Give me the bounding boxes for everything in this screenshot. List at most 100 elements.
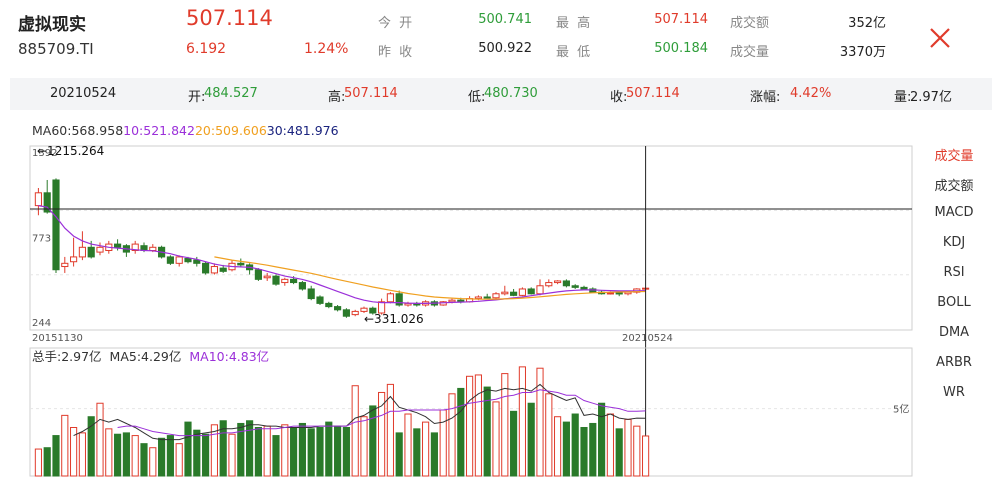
volume-ma10-line [117, 389, 646, 437]
volume-bar [96, 402, 104, 477]
ohlc-date: 20210524 [50, 86, 117, 101]
volume-bar [166, 435, 174, 477]
volume-bar [624, 418, 632, 477]
ohlc-open-label: 开: [188, 90, 206, 105]
volume-bar [281, 424, 289, 477]
volume-bar [131, 435, 139, 477]
volume-bar [492, 401, 500, 477]
volume-bar [386, 383, 394, 477]
volume-bar [404, 413, 412, 477]
candle-body [70, 256, 78, 263]
volume-bar [272, 435, 280, 477]
volume-bar [105, 428, 113, 477]
stat-value-low: 500.184 [654, 41, 708, 56]
stat-value-open: 500.741 [478, 12, 532, 27]
candle-body [606, 292, 614, 295]
tab-macd[interactable]: MACD [934, 205, 974, 220]
volume-axis-label: 5亿 [893, 403, 909, 416]
candle-body [518, 288, 526, 296]
price-panel: 1392 773 244 20151130 20210524 ←1215.264 ←331.… [29, 144, 913, 476]
tab-rsi[interactable]: RSI [943, 265, 965, 280]
candle-body [527, 288, 535, 295]
current-price: 507.114 [186, 6, 273, 30]
volume-bar [589, 422, 597, 477]
volume-bar [378, 391, 386, 477]
volume-bar [562, 421, 570, 477]
volume-bar [140, 443, 148, 477]
volume-bar [334, 425, 342, 477]
volume-bar [70, 426, 78, 477]
stat-label-amount: 成交额 [730, 16, 770, 31]
volume-ma5-line [73, 383, 646, 441]
volume-bar [246, 420, 254, 477]
ma-line-ma20 [214, 256, 646, 300]
stat-value-prev-close: 500.922 [478, 41, 532, 56]
ohlc-low: 480.730 [484, 86, 538, 101]
volume-bar [360, 416, 368, 477]
index-name: 虚拟现实 [18, 15, 86, 35]
volume-bar [158, 437, 166, 477]
candle-body [210, 266, 218, 274]
candle-body [342, 309, 350, 317]
candle-body [325, 302, 333, 308]
min-marker: ←331.026 [364, 312, 424, 326]
candle-body [536, 285, 544, 295]
candle-body [307, 288, 315, 300]
vol-ma5-label: MA5:4.29亿 [109, 349, 182, 364]
volume-bar [202, 433, 210, 477]
volume-bar [78, 432, 86, 477]
volume-bar [263, 425, 271, 477]
volume-bar [307, 428, 315, 477]
tab-arbr[interactable]: ARBR [936, 355, 972, 370]
volume-bar [43, 447, 51, 477]
ohlc-open: 484.527 [204, 86, 258, 101]
volume-bar [571, 413, 579, 477]
volume-legend: 总手:2.97亿 MA5:4.29亿 MA10:4.83亿 [32, 346, 269, 365]
tab-amount[interactable]: 成交额 [934, 179, 974, 194]
ma10-label: 10:521.842 [123, 123, 195, 138]
volume-bar [228, 433, 236, 477]
candle-body [78, 246, 86, 258]
tab-dma[interactable]: DMA [938, 325, 970, 340]
candle-body [360, 307, 368, 312]
volume-bar [193, 429, 201, 477]
volume-bar [527, 402, 535, 477]
volume-bar [430, 432, 438, 477]
price-change: 6.192 [186, 41, 227, 57]
candle-body [131, 243, 139, 252]
candle-body [395, 293, 403, 306]
ohlc-info-bar: 20210524 开: 484.527 高: 507.114 低: 480.73… [10, 78, 992, 110]
tab-wr[interactable]: WR [943, 385, 965, 400]
stat-label-low: 最 低 [556, 45, 593, 60]
candle-body [254, 269, 262, 280]
ma60-label: MA60:568.958 [32, 123, 124, 138]
price-change-pct: 1.24% [304, 41, 349, 57]
ma-legend: MA60:568.95810:521.84220:509.60630:481.9… [32, 123, 339, 138]
ohlc-low-label: 低: [468, 90, 486, 105]
tab-volume[interactable]: 成交量 [934, 149, 974, 164]
volume-bar [615, 428, 623, 477]
volume-bar [457, 387, 465, 477]
volume-bar [237, 422, 245, 477]
volume-bar [466, 375, 474, 477]
ma20-label: 20:509.606 [194, 123, 267, 138]
candle-body [193, 259, 201, 264]
candle-body [219, 267, 227, 272]
close-icon[interactable] [928, 26, 952, 50]
ohlc-close-label: 收: [610, 90, 628, 105]
volume-bar [606, 413, 614, 477]
volume-bar [149, 447, 157, 477]
candle-body [96, 246, 104, 253]
stat-value-volume: 3370万 [839, 45, 886, 60]
candle-body [615, 292, 623, 295]
volume-bar [474, 374, 482, 477]
vol-ma10-label: MA10:4.83亿 [189, 349, 270, 364]
volume-bar [342, 426, 350, 477]
stat-label-volume: 成交量 [730, 45, 770, 60]
candle-body [272, 275, 280, 285]
volume-bar [501, 373, 509, 477]
tab-kdj[interactable]: KDJ [942, 235, 966, 250]
ohlc-high: 507.114 [344, 86, 398, 101]
tab-boll[interactable]: BOLL [937, 295, 971, 310]
